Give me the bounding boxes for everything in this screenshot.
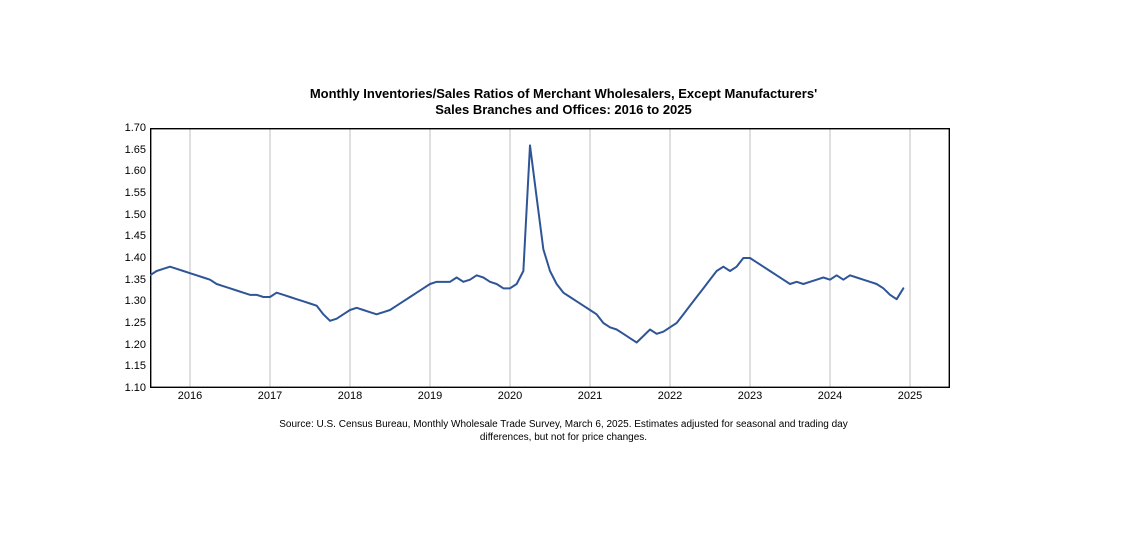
y-tick-label: 1.45 — [110, 230, 146, 242]
y-tick-label: 1.65 — [110, 144, 146, 156]
source-line1: Source: U.S. Census Bureau, Monthly Whol… — [279, 419, 847, 430]
chart-area: 1.101.151.201.251.301.351.401.451.501.55… — [150, 128, 950, 388]
y-tick-label: 1.30 — [110, 295, 146, 307]
chart-title-line1: Monthly Inventories/Sales Ratios of Merc… — [0, 86, 1127, 102]
chart-title-line2: Sales Branches and Offices: 2016 to 2025 — [0, 102, 1127, 118]
x-tick-label: 2016 — [178, 390, 202, 402]
x-tick-label: 2024 — [818, 390, 842, 402]
y-tick-label: 1.10 — [110, 382, 146, 394]
y-tick-label: 1.60 — [110, 165, 146, 177]
y-axis-labels: 1.101.151.201.251.301.351.401.451.501.55… — [110, 128, 146, 388]
x-tick-label: 2023 — [738, 390, 762, 402]
source-line2: differences, but not for price changes. — [480, 432, 647, 443]
line-chart-svg — [150, 128, 950, 388]
x-axis-labels: 2016 2017 2018 2019 2020 2021 2022 2023 2024 2025 — [150, 390, 950, 410]
x-tick-label: 2019 — [418, 390, 442, 402]
x-tick-label: 2022 — [658, 390, 682, 402]
x-tick-label: 2018 — [338, 390, 362, 402]
y-tick-label: 1.50 — [110, 209, 146, 221]
chart-source-note: Source: U.S. Census Bureau, Monthly Whol… — [0, 418, 1127, 444]
y-tick-label: 1.15 — [110, 360, 146, 372]
x-tick-label: 2025 — [898, 390, 922, 402]
y-tick-label: 1.55 — [110, 187, 146, 199]
x-tick-label: 2017 — [258, 390, 282, 402]
y-tick-label: 1.25 — [110, 317, 146, 329]
y-tick-label: 1.70 — [110, 122, 146, 134]
y-tick-label: 1.35 — [110, 274, 146, 286]
x-tick-label: 2021 — [578, 390, 602, 402]
page: Monthly Inventories/Sales Ratios of Merc… — [0, 0, 1127, 537]
y-tick-label: 1.20 — [110, 339, 146, 351]
y-tick-label: 1.40 — [110, 252, 146, 264]
x-tick-label: 2020 — [498, 390, 522, 402]
chart-title: Monthly Inventories/Sales Ratios of Merc… — [0, 86, 1127, 119]
